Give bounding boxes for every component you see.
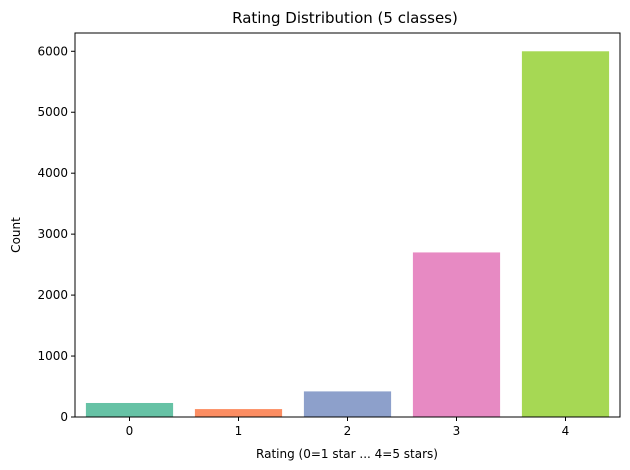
x-tick-label: 1 [235,424,243,438]
chart-title: Rating Distribution (5 classes) [232,9,458,27]
x-tick-label: 2 [344,424,352,438]
y-tick-label: 5000 [37,105,68,119]
y-tick-label: 1000 [37,349,68,363]
x-axis-label: Rating (0=1 star ... 4=5 stars) [256,447,438,461]
y-tick-label: 4000 [37,166,68,180]
plot-area: 0 1000 2000 3000 4000 5000 6000 0 1 2 3 4 [37,32,621,438]
x-tick-label: 0 [126,424,134,438]
bar-4 [521,51,610,418]
bar-0 [85,402,174,417]
y-axis-label: Count [9,217,23,253]
bar-1 [194,409,283,417]
axes-frame [74,32,621,418]
y-tick-label: 6000 [37,44,68,58]
bar-3 [412,252,501,417]
x-tick-label: 4 [562,424,570,438]
x-tick-label: 3 [453,424,461,438]
y-tick-label: 2000 [37,288,68,302]
y-tick-label: 0 [60,410,68,424]
bar-2 [303,391,392,417]
y-tick-label: 3000 [37,227,68,241]
